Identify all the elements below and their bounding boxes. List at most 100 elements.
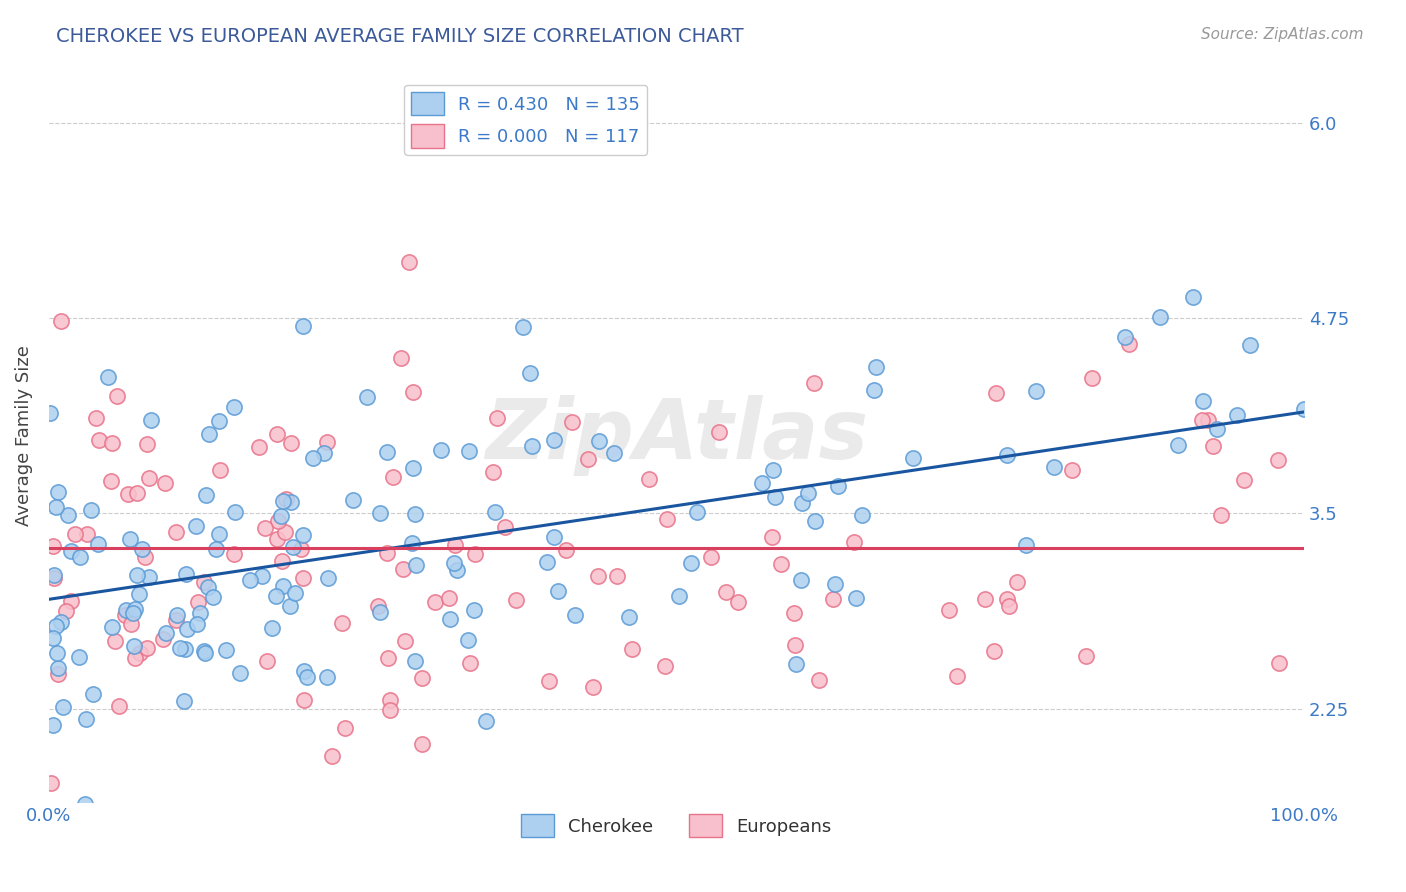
Point xyxy=(401,536,423,550)
Point xyxy=(312,446,335,460)
Point xyxy=(783,606,806,620)
Point xyxy=(155,626,177,640)
Point xyxy=(389,351,412,366)
Point xyxy=(128,646,150,660)
Point xyxy=(270,508,292,523)
Point xyxy=(316,571,339,585)
Point xyxy=(176,566,198,581)
Text: Source: ZipAtlas.com: Source: ZipAtlas.com xyxy=(1201,27,1364,42)
Point xyxy=(174,642,197,657)
Point xyxy=(1062,463,1084,477)
Point xyxy=(283,540,305,554)
Point xyxy=(807,673,830,687)
Point xyxy=(679,556,702,570)
Point xyxy=(138,471,160,485)
Point xyxy=(543,531,565,545)
Point xyxy=(46,484,69,499)
Point xyxy=(404,654,426,668)
Point xyxy=(588,434,610,449)
Point xyxy=(271,493,294,508)
Point xyxy=(458,444,481,458)
Point xyxy=(377,651,399,665)
Point xyxy=(290,542,312,557)
Point xyxy=(274,492,297,507)
Point xyxy=(1209,508,1232,522)
Point xyxy=(1025,384,1047,399)
Point xyxy=(195,488,218,502)
Point xyxy=(108,698,131,713)
Point xyxy=(370,605,392,619)
Point xyxy=(45,646,67,660)
Point xyxy=(186,616,208,631)
Point xyxy=(76,526,98,541)
Point xyxy=(120,532,142,546)
Point xyxy=(136,640,159,655)
Point xyxy=(124,651,146,665)
Point xyxy=(823,591,845,606)
Point xyxy=(824,576,846,591)
Point xyxy=(1076,648,1098,663)
Point xyxy=(224,505,246,519)
Point xyxy=(437,591,460,605)
Point xyxy=(751,475,773,490)
Point xyxy=(1197,413,1219,427)
Point xyxy=(131,541,153,556)
Point xyxy=(368,506,391,520)
Point xyxy=(1232,474,1254,488)
Point xyxy=(104,634,127,648)
Point xyxy=(405,558,427,572)
Point xyxy=(997,448,1019,462)
Point xyxy=(995,592,1018,607)
Y-axis label: Average Family Size: Average Family Size xyxy=(15,345,32,525)
Point xyxy=(797,485,820,500)
Point xyxy=(762,463,785,477)
Point xyxy=(202,590,225,604)
Point xyxy=(484,505,506,519)
Point xyxy=(48,667,70,681)
Point xyxy=(603,446,626,460)
Point xyxy=(51,615,73,630)
Point xyxy=(1042,459,1064,474)
Point xyxy=(42,571,65,585)
Point xyxy=(398,254,420,268)
Point xyxy=(197,581,219,595)
Point xyxy=(292,664,315,678)
Point xyxy=(581,680,603,694)
Point xyxy=(845,591,868,606)
Point xyxy=(321,749,343,764)
Point xyxy=(122,639,145,653)
Point xyxy=(208,527,231,541)
Point xyxy=(148,813,170,827)
Point xyxy=(842,535,865,549)
Point xyxy=(97,370,120,384)
Point xyxy=(60,544,83,558)
Text: ZipAtlas: ZipAtlas xyxy=(485,395,868,476)
Point xyxy=(284,586,307,600)
Point xyxy=(208,463,231,477)
Point xyxy=(229,666,252,681)
Point xyxy=(342,493,364,508)
Point xyxy=(790,573,813,587)
Point xyxy=(554,543,576,558)
Point xyxy=(271,579,294,593)
Point xyxy=(1226,409,1249,423)
Point xyxy=(522,439,544,453)
Point xyxy=(1201,439,1223,453)
Point xyxy=(165,525,187,540)
Point xyxy=(1191,413,1213,427)
Point xyxy=(576,451,599,466)
Point xyxy=(280,435,302,450)
Point xyxy=(100,474,122,488)
Point xyxy=(89,433,111,447)
Point xyxy=(375,546,398,560)
Point xyxy=(204,542,226,557)
Point xyxy=(117,487,139,501)
Point xyxy=(63,526,86,541)
Point xyxy=(114,603,136,617)
Point xyxy=(169,640,191,655)
Point xyxy=(56,508,79,523)
Point xyxy=(198,426,221,441)
Point xyxy=(1114,330,1136,344)
Point xyxy=(482,465,505,479)
Point xyxy=(505,593,527,607)
